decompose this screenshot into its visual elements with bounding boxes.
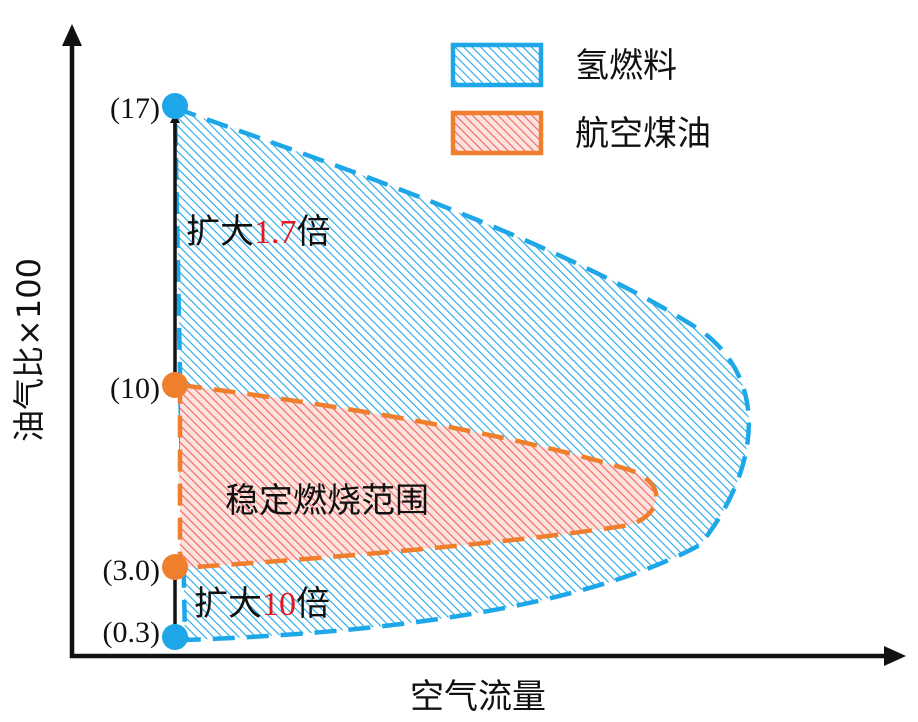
marker-point-3 [162,554,188,580]
lower-expansion-factor: 10 [262,586,296,623]
lower-expansion-prefix: 扩大 [194,584,262,624]
upper-expansion-suffix: 倍 [297,212,331,252]
lower-expansion-label: 扩大10倍 [194,584,330,624]
marker-label-10: (10) [110,372,160,405]
marker-point-10 [162,372,188,398]
marker-point-17 [162,93,188,119]
marker-label-0-3: (0.3) [103,616,160,649]
upper-expansion-factor: 1.7 [254,214,297,251]
legend-label-hydrogen: 氢燃料 [575,46,677,86]
legend-swatch-kerosene [450,110,544,156]
legend-swatch-hydrogen [450,42,544,88]
marker-point-0-3 [162,624,188,650]
x-axis-label: 空气流量 [410,677,546,717]
y-axis-arrowhead [62,24,82,46]
lower-expansion-suffix: 倍 [296,584,330,624]
marker-label-17: (17) [110,92,160,125]
marker-label-3: (3.0) [103,554,160,587]
legend: 氢燃料 航空煤油 [450,42,711,156]
x-axis-arrowhead [884,646,906,666]
legend-label-kerosene: 航空煤油 [575,114,711,154]
upper-expansion-label: 扩大1.7倍 [186,212,331,252]
upper-expansion-prefix: 扩大 [186,212,254,252]
y-axis-label: 油气比×100 [10,258,48,442]
kerosene-region [177,382,659,571]
stable-combustion-label: 稳定燃烧范围 [225,481,429,521]
